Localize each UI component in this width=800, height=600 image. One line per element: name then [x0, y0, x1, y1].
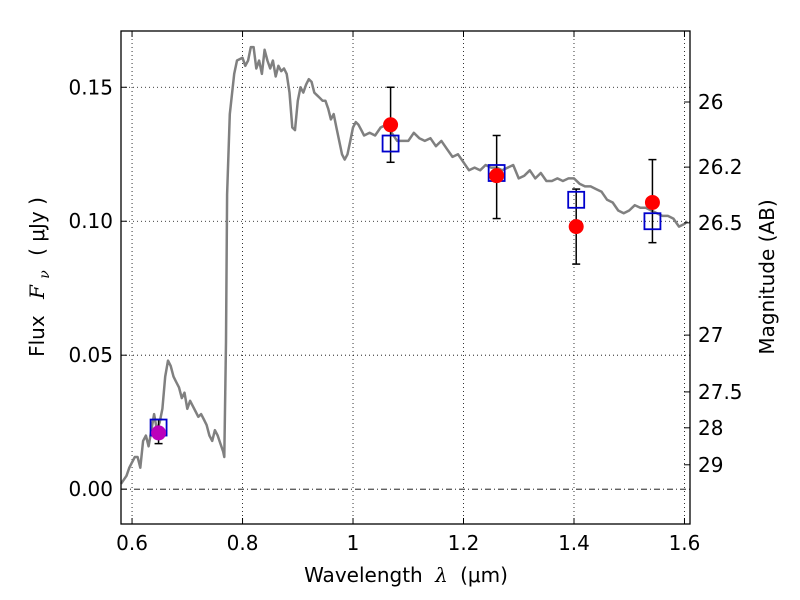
y-axis-symbol: F: [25, 284, 49, 300]
y-tick-label: 0.10: [68, 209, 113, 233]
y-tick-label: 0.00: [68, 477, 113, 501]
y-axis-title: Flux F ν ( μJy ): [25, 197, 54, 357]
circle-marker: [568, 219, 584, 235]
x-tick-label: 1.4: [558, 531, 590, 555]
x-tick-label: 1: [347, 531, 360, 555]
magnitude-tick-label: 27.5: [698, 380, 743, 404]
square-marker: [381, 134, 400, 153]
x-tick-label: 1.2: [448, 531, 480, 555]
magnitude-tick-label: 28: [698, 416, 723, 440]
y-axis-subscript: ν: [37, 270, 53, 279]
magnitude-tick-label: 26.5: [698, 211, 743, 235]
circle-marker: [383, 117, 399, 133]
x-tick-label: 1.6: [669, 531, 701, 555]
y-axis: 0.00 0.05 0.10 0.15: [68, 75, 127, 501]
square-marker: [643, 212, 662, 231]
magnitude-tick-label: 26: [698, 90, 723, 114]
magnitude-tick-label: 29: [698, 453, 723, 477]
model-spectrum-line: [119, 45, 689, 485]
magnitude-tick-label: 26.2: [698, 155, 743, 179]
magnitude-axis-title: Magnitude (AB): [755, 199, 779, 354]
x-axis: 0.6 0.8 1 1.2 1.4 1.6: [116, 31, 700, 555]
square-marker: [567, 190, 586, 209]
magnitude-axis: 26 26.2 26.5 27 27.5 28 29: [684, 90, 743, 477]
y-tick-label: 0.05: [68, 343, 113, 367]
x-tick-label: 0.6: [116, 531, 148, 555]
circle-markers: [151, 117, 660, 441]
grid-lines: [121, 31, 690, 524]
x-axis-symbol: λ: [434, 563, 448, 587]
x-tick-label: 0.8: [227, 531, 259, 555]
x-axis-title: Wavelength λ (μm): [304, 563, 508, 587]
y-tick-label: 0.15: [68, 75, 113, 99]
circle-marker: [644, 194, 660, 210]
circle-marker: [151, 425, 167, 441]
model-spectrum: [119, 45, 689, 485]
plot-frame: [120, 30, 691, 525]
circle-marker: [489, 168, 505, 184]
magnitude-tick-label: 27: [698, 323, 723, 347]
